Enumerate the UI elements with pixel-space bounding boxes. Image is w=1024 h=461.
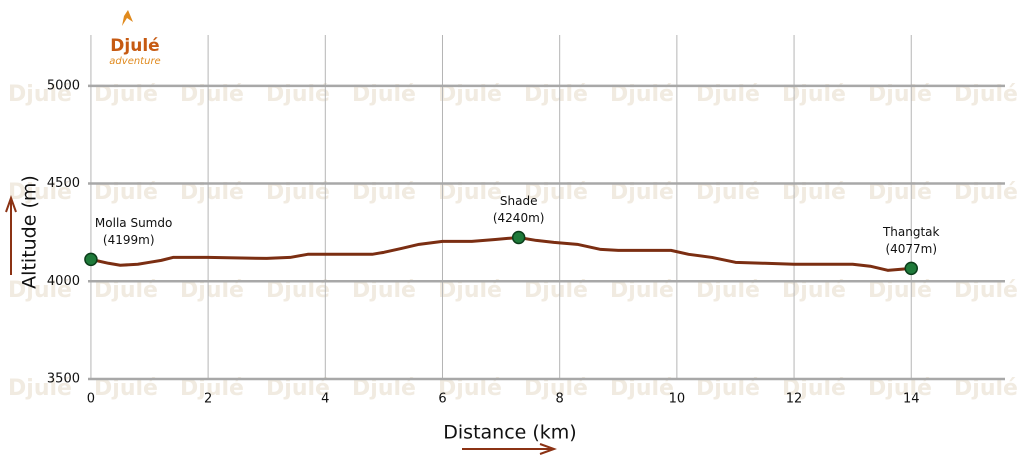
watermark-text: Djulé: [8, 82, 72, 107]
x-axis-arrow: [462, 443, 557, 455]
waypoint-marker: [84, 252, 98, 267]
watermark-text: Djulé: [8, 278, 72, 303]
waypoint-name: Molla Sumdo: [95, 216, 172, 230]
x-tick-label: 6: [438, 392, 446, 407]
waypoint-elevation: (4199m): [103, 233, 155, 247]
grid: 0 2 4 6 8 10 12 14 3500 4000 4500 5000: [47, 35, 1005, 407]
logo: Djulé adventure: [109, 10, 161, 67]
x-tick-label: 0: [87, 392, 95, 407]
waypoint-name: Thangtak: [882, 225, 940, 239]
logo-icon: [122, 10, 133, 26]
x-tick-label: 12: [786, 392, 803, 407]
y-axis-title: Altitude (m): [19, 175, 41, 289]
x-tick-label: 14: [903, 392, 920, 407]
x-axis-title: Distance (km): [443, 422, 576, 444]
x-tick-label: 8: [556, 392, 564, 407]
waypoint-elevation: (4240m): [493, 211, 545, 225]
waypoint-marker: [511, 230, 526, 245]
y-tick-label: 3500: [47, 372, 80, 387]
x-tick-label: 4: [321, 392, 329, 407]
waypoint-marker: [904, 261, 918, 276]
logo-tagline: adventure: [109, 56, 160, 67]
y-tick-label: 4500: [47, 176, 80, 191]
watermark-text: Djulé: [8, 180, 72, 205]
elevation-line: [90, 235, 912, 272]
y-tick-label: 5000: [47, 78, 80, 93]
waypoint-elevation: (4077m): [885, 242, 937, 256]
watermark-text: Djulé: [8, 376, 72, 401]
plot: Molla Sumdo (4199m) Shade (4240m) Thangtak (4…: [84, 194, 940, 276]
y-axis-arrow: [5, 195, 17, 275]
watermark: Djulé Djulé Djulé Djulé Djulé Djulé Djulé Djulé…: [8, 82, 1018, 401]
x-tick-label: 2: [204, 392, 212, 407]
x-tick-label: 10: [669, 392, 686, 407]
y-tick-label: 4000: [47, 274, 80, 289]
waypoint-name: Shade: [500, 194, 538, 208]
logo-name: Djulé: [110, 36, 159, 56]
